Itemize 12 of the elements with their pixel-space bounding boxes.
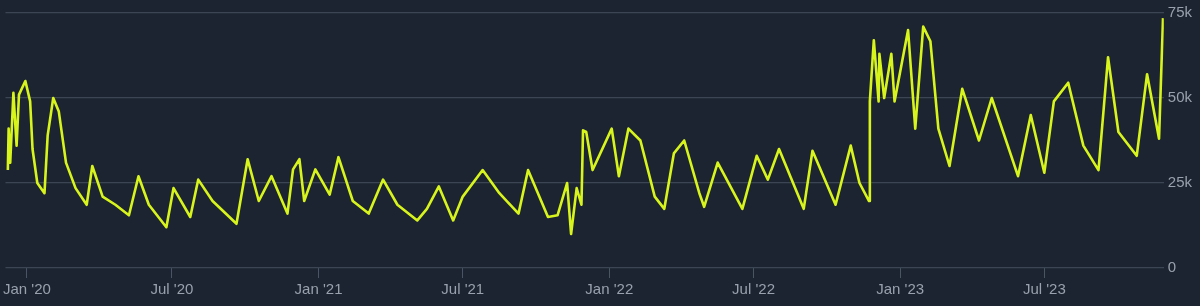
- x-tick-label: Jan '20: [3, 280, 51, 298]
- x-tick-label: Jan '22: [585, 280, 634, 298]
- x-tick-label: Jul '22: [732, 280, 775, 298]
- x-tick-label: Jul '23: [1022, 280, 1066, 298]
- y-tick-label: 0: [1167, 258, 1177, 276]
- x-tick-label: Jan '21: [294, 280, 343, 298]
- y-tick-label: 25k: [1167, 173, 1193, 191]
- x-tick-label: Jul '20: [150, 280, 194, 298]
- y-tick-label: 50k: [1167, 88, 1193, 106]
- x-tick-label: Jan '23: [876, 280, 925, 298]
- x-tick-label: Jul '21: [441, 280, 485, 298]
- y-tick-label: 75k: [1167, 3, 1193, 21]
